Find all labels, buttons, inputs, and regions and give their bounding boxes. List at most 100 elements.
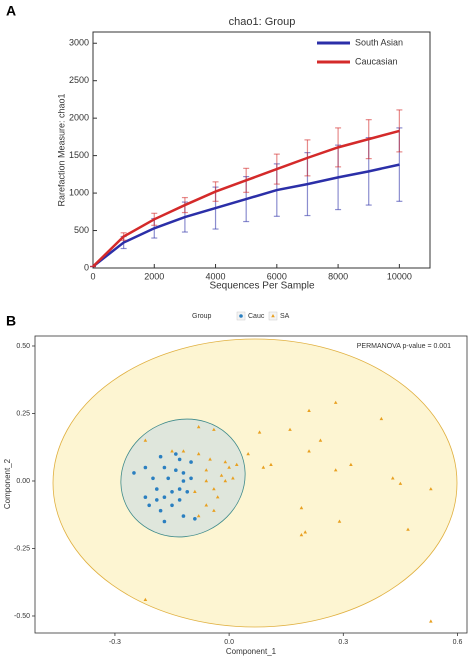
point [333,468,338,472]
point [223,460,228,464]
point [151,476,155,481]
point [177,457,182,462]
point [196,451,201,456]
chart-title: chao1: Group [229,16,296,28]
panel-label: A [6,3,16,19]
x-tick-label: 4000 [206,271,226,281]
point [196,424,201,429]
legend-title: Group [192,313,212,320]
point [429,487,433,491]
point [234,462,239,466]
point [143,438,148,442]
point [333,400,338,404]
point [212,427,216,431]
point [154,487,159,491]
y-tick-label: 500 [74,225,89,235]
plot-frame [92,31,431,269]
point [288,427,292,431]
x-tick-label: 2000 [144,271,164,281]
legend-label: SA [280,313,290,320]
point [307,449,311,453]
point [154,498,159,502]
point [162,465,167,470]
y-tick-label: 0.25 [16,410,30,417]
point [299,505,304,510]
point [170,489,174,494]
point [219,473,224,477]
point [269,462,273,466]
series-line [92,163,400,268]
y-tick-label: -0.25 [14,545,30,552]
point [170,503,174,508]
y-tick-label: 1000 [69,187,89,197]
x-tick-label: 0 [90,271,95,281]
point [193,489,197,493]
x-tick-label: 0.3 [338,639,348,646]
point [204,503,209,507]
point [177,498,182,502]
x-axis-label: Component_1 [226,647,277,656]
point [390,476,395,480]
point [212,487,216,491]
x-tick-label: 0.6 [453,639,463,646]
point [174,468,178,472]
y-tick-label: 0.50 [16,343,30,350]
point [177,487,182,491]
point [196,514,201,518]
point [208,457,212,461]
y-tick-label: -0.50 [14,613,30,620]
point [193,516,197,521]
y-tick-label: 3000 [69,38,89,48]
point [162,495,167,499]
point [429,619,433,623]
point [307,408,311,412]
point [132,471,136,475]
point [189,460,193,464]
point [143,465,148,470]
point [143,597,148,601]
point [181,449,186,453]
legend-label: South Asian [355,37,403,47]
point [181,479,186,483]
point [231,476,235,480]
y-axis-label: Rarefaction Measure: chao1 [56,93,66,206]
x-tick-label: 0.0 [224,639,234,646]
point [318,438,323,442]
legend-marker [239,314,243,318]
point [174,452,178,456]
point [143,495,148,499]
y-axis-label: Component_2 [3,458,12,509]
cauc-ellipse [120,418,246,538]
point [162,519,167,524]
point [337,519,342,523]
sa-ellipse [52,338,458,628]
x-tick-label: 8000 [328,271,348,281]
point [227,465,231,469]
point [158,508,163,513]
point [398,481,403,485]
point [406,527,410,531]
point [166,476,171,481]
y-tick-label: 2500 [69,75,89,85]
series-line [92,129,400,268]
point [212,508,216,512]
point [204,478,209,483]
point [147,503,151,508]
point [303,530,308,534]
point [185,489,190,494]
point [181,514,186,518]
legend-label: Caucasian [355,56,398,66]
point [158,454,163,459]
y-tick-label: 0 [84,262,89,272]
point [181,471,186,475]
x-tick-label: -0.3 [109,639,121,646]
panel-label: B [6,313,16,329]
y-tick-label: 2000 [69,113,89,123]
point [223,478,228,483]
x-tick-label: 10000 [387,271,412,281]
y-tick-label: 1500 [69,150,89,160]
point [246,451,250,456]
point [379,416,384,421]
legend-label: Cauc [248,313,265,320]
